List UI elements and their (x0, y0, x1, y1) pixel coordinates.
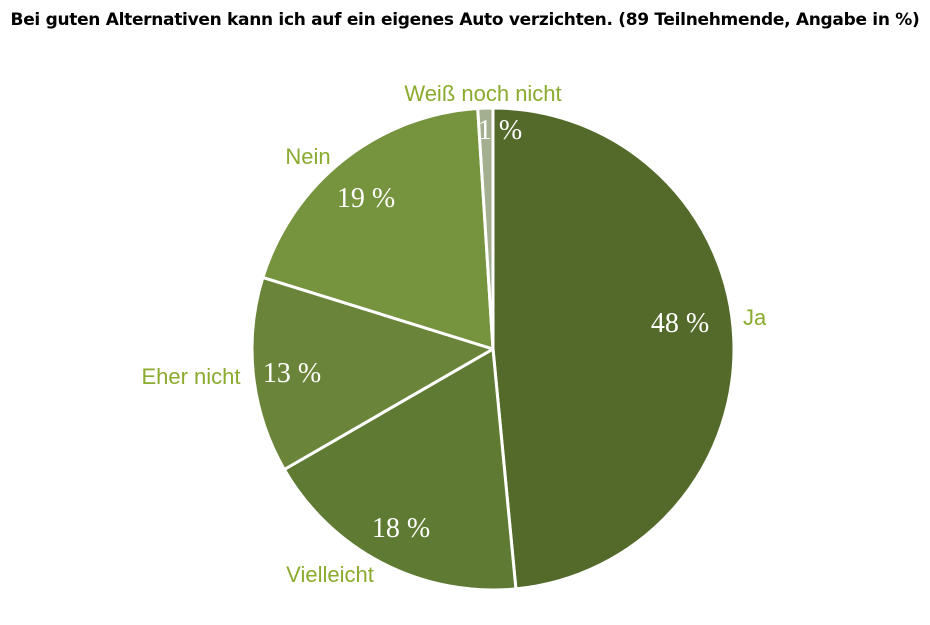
slice-value-label: 19 % (337, 183, 395, 214)
slice-category-label: Vielleicht (286, 562, 374, 587)
pie-slice (250, 275, 495, 471)
slice-category-label: Weiß noch nicht (404, 81, 561, 106)
slice-value-label: 48 % (651, 308, 709, 339)
slice-category-label: Ja (743, 305, 767, 330)
pie-slice (282, 347, 518, 592)
chart-title: Bei guten Alternativen kann ich auf ein … (10, 10, 920, 30)
slice-category-label: Nein (285, 144, 330, 169)
slice-value-label: 13 % (263, 358, 321, 389)
slice-value-label: 1 % (478, 115, 522, 146)
slice-category-label: Eher nicht (141, 364, 240, 389)
pie-slice (261, 106, 495, 351)
pie-slice (476, 106, 495, 351)
pie-slice (491, 106, 736, 591)
slice-value-label: 18 % (372, 513, 430, 544)
